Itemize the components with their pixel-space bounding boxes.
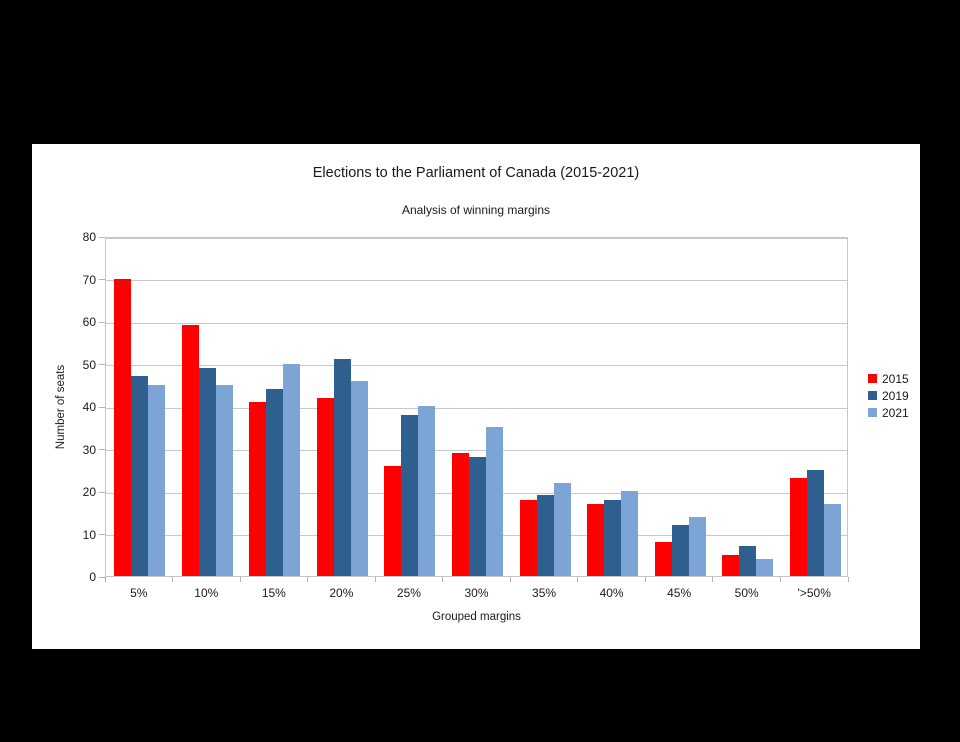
gridline [106,450,847,451]
chart-panel: Elections to the Parliament of Canada (2… [32,144,920,649]
x-axis-tick [307,577,309,582]
gridline [106,322,847,324]
bar-2021-15% [283,363,301,576]
y-axis-tick [99,321,105,323]
bar-2019-20% [333,359,351,576]
y-axis-tick [99,576,105,578]
bar-2015-10% [181,325,199,576]
bar-2021-5% [148,384,166,576]
bar-2019-40% [604,499,622,576]
bar-2021-40% [621,491,639,576]
x-tick-label: 30% [464,586,489,600]
legend-swatch-2019 [868,391,877,400]
x-axis-tick [577,577,579,582]
y-axis-tick [99,449,105,450]
y-tick-label: 20 [82,485,96,499]
x-tick-label: 10% [194,586,219,600]
y-tick-label: 70 [82,272,96,287]
bar-2021-45% [688,516,706,576]
bar-2015-25% [384,465,402,576]
x-axis-tick [442,577,444,582]
y-axis-tick [99,534,105,535]
y-tick-label: 40 [82,400,96,414]
gridline [106,365,847,366]
x-tick-label: 15% [261,586,286,600]
x-axis-tick [239,577,241,582]
x-axis-tick [509,577,511,582]
x-axis-title: Grouped margins [432,611,521,623]
bar-2019-35% [536,495,554,576]
x-tick-label: 5% [130,586,148,600]
bar-2015-30% [452,452,469,576]
x-tick-label: 40% [599,586,624,600]
gridline [106,280,847,281]
bar-2019-30% [469,457,486,576]
x-axis-tick [779,577,781,582]
y-axis-tick [99,406,105,408]
bar-2015-20% [316,397,334,576]
y-tick-label: 80 [82,230,96,244]
bar-2019-45% [671,525,689,576]
legend-item-2015: 2015 [868,370,909,387]
legend-item-2021: 2021 [868,404,909,421]
y-tick-label: 0 [89,570,96,584]
legend-item-2019: 2019 [868,387,909,404]
bar-2019-10% [198,367,216,576]
y-tick-label: 60 [82,315,96,329]
bar-2021-35% [553,482,571,576]
bar-2019-'>50% [806,469,824,576]
bar-2015-45% [654,542,672,576]
legend-label: 2015 [882,371,909,386]
y-tick-label: 10 [82,527,96,542]
bar-2021-10% [215,384,233,576]
bar-2021-'>50% [823,503,841,576]
x-tick-label: 25% [396,586,421,600]
bar-2015-40% [587,503,605,576]
legend-swatch-2021 [868,408,877,417]
x-tick-label: 20% [329,586,354,600]
x-axis-tick [847,577,849,582]
legend-swatch-2015 [868,374,877,383]
chart-title: Elections to the Parliament of Canada (2… [312,165,640,181]
y-axis-tick [99,279,105,280]
bar-2015-15% [249,401,267,576]
y-axis-tick [99,364,105,365]
x-tick-label: 45% [667,586,692,600]
bar-2015-50% [722,554,740,576]
x-axis-tick [374,577,376,582]
x-axis-tick [104,577,106,582]
x-axis-tick [644,577,646,582]
bar-2019-25% [401,414,419,576]
legend-label: 2019 [882,388,909,403]
y-tick-label: 30 [82,442,96,457]
x-axis-tick [712,577,714,582]
legend: 2015 2019 2021 [868,370,909,421]
plot-area [105,237,848,577]
y-axis-tick [99,236,105,238]
bar-2021-20% [350,380,368,576]
gridline [106,237,847,239]
bar-2021-25% [418,406,436,576]
legend-label: 2021 [882,405,909,420]
x-tick-label: 50% [734,586,759,600]
bar-2019-15% [266,389,284,576]
bar-2019-5% [131,376,149,576]
bar-2021-50% [756,559,774,576]
bar-2019-50% [739,546,757,576]
x-tick-label: '>50% [797,586,831,600]
x-axis-tick [172,577,174,582]
y-tick-label: 50 [82,357,96,372]
bar-2015-'>50% [789,478,807,576]
y-axis-tick [99,491,105,493]
bar-2015-35% [519,499,537,576]
x-tick-label: 35% [532,586,557,600]
bar-2021-30% [486,427,503,576]
chart-subtitle: Analysis of winning margins [401,203,551,217]
gridline [106,407,847,409]
bar-2015-5% [114,278,132,576]
